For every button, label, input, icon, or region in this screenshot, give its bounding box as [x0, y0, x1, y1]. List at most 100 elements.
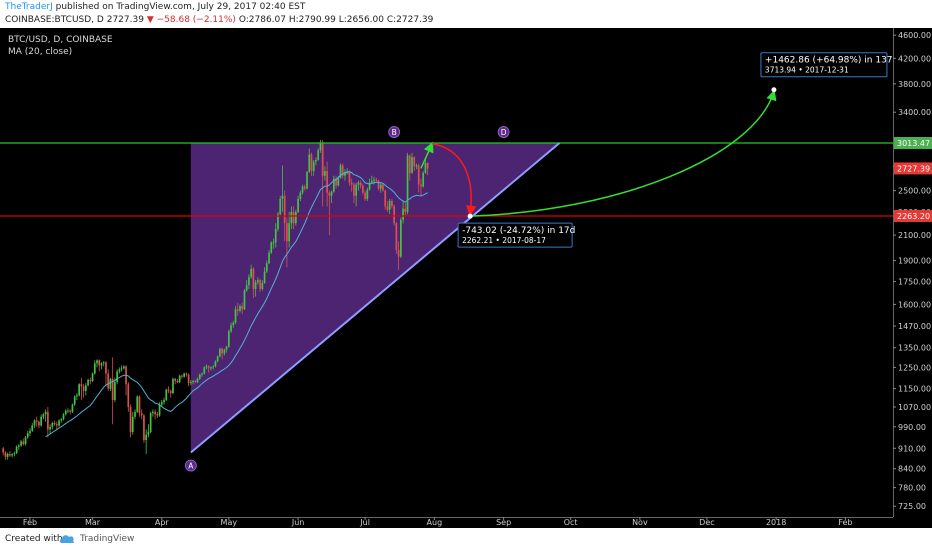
candle-body [192, 380, 194, 383]
candle [55, 421, 58, 430]
candle [413, 156, 416, 172]
candle [265, 260, 268, 273]
created-with-text: Created with [5, 534, 63, 544]
candle [149, 411, 152, 434]
candle [185, 372, 188, 377]
candle [250, 264, 253, 279]
candle-body [384, 190, 387, 207]
candle-body [399, 219, 402, 257]
tradingview-brand[interactable]: TradingView [80, 534, 135, 544]
candle [131, 411, 134, 435]
candle [377, 179, 380, 191]
candle-body [406, 155, 409, 212]
candle-body [156, 414, 159, 416]
price-tick-label: 1070.00 [898, 403, 931, 412]
candle-body [250, 268, 253, 278]
candle [62, 413, 65, 421]
candle [263, 267, 266, 284]
candle-body [415, 165, 418, 167]
candle [15, 445, 18, 454]
candle [397, 241, 400, 271]
last-price: 2727.39 [106, 15, 144, 25]
candle-body [337, 177, 340, 186]
candle-body [259, 280, 261, 289]
candle-body [391, 201, 393, 207]
candle-body [62, 414, 65, 420]
author-link[interactable]: TheTraderJ [5, 2, 53, 12]
candle [297, 195, 299, 213]
candle [152, 409, 154, 417]
candle [29, 428, 31, 436]
candle-body [11, 453, 13, 456]
candle [122, 365, 125, 370]
candle-body [201, 373, 203, 375]
candle-body [143, 415, 145, 441]
candle [315, 157, 317, 166]
candle [67, 408, 69, 414]
candle-body [187, 374, 190, 384]
candle [335, 175, 337, 189]
ma-indicator-label: MA (20, close) [8, 47, 72, 57]
candle-body [96, 360, 98, 364]
candle [51, 421, 54, 430]
candle-body [344, 171, 346, 176]
price-tick-label: 1350.00 [898, 344, 931, 353]
candle-body [386, 206, 389, 210]
candle [259, 278, 261, 292]
candle-body [426, 163, 429, 169]
candle [310, 152, 313, 176]
candle-body [91, 373, 94, 381]
ascending-trend-line [190, 142, 561, 454]
candle [35, 416, 38, 427]
time-tick-label: May [221, 518, 238, 527]
time-tick-label: Aug [427, 518, 443, 527]
candle-body [53, 422, 56, 425]
candle [42, 413, 45, 420]
time-tick-label: Mar [85, 518, 101, 527]
candle-body [185, 373, 188, 375]
candle-body [299, 192, 302, 199]
candle [160, 399, 163, 408]
candle-body [64, 410, 67, 415]
candle [368, 178, 371, 191]
candle [348, 170, 351, 186]
candle [422, 171, 425, 188]
candle [379, 182, 382, 193]
candle-body [366, 189, 369, 199]
price-tick-label: 3800.00 [898, 80, 931, 89]
candle-body [183, 373, 185, 377]
candle [366, 187, 369, 202]
candle-body [93, 363, 96, 374]
price-tick-label: 4600.00 [898, 31, 931, 40]
candle-body [214, 361, 217, 367]
candle-body [134, 411, 136, 417]
candle-body [216, 356, 219, 362]
candle-body [169, 390, 172, 394]
point-marker [497, 126, 510, 138]
candle [426, 162, 429, 176]
candle-body [38, 421, 40, 426]
time-tick-label: Nov [632, 518, 648, 527]
candle [395, 222, 398, 254]
candle-body [9, 453, 11, 456]
candle [230, 322, 232, 334]
candle-body [279, 198, 282, 215]
candle-body [160, 402, 163, 405]
price-tick-label: 4200.00 [898, 54, 931, 63]
chart-area[interactable]: A B D -743.02 (-24.72%) in 17d 2262.21 • 20… [0, 28, 932, 528]
price-label-text: 2727.39 [897, 164, 930, 173]
candle-body [80, 384, 83, 387]
tradingview-cloud-icon[interactable] [58, 532, 76, 544]
candle [257, 277, 259, 285]
candle [38, 420, 40, 429]
candle-body [194, 380, 197, 383]
candle-body [283, 195, 286, 224]
candle [384, 189, 387, 210]
price-tick-label: 2500.00 [898, 187, 931, 196]
candle [301, 184, 304, 195]
candle-body [317, 150, 320, 160]
candle [306, 171, 308, 190]
candle-body [230, 325, 232, 332]
candle-body [29, 430, 31, 434]
